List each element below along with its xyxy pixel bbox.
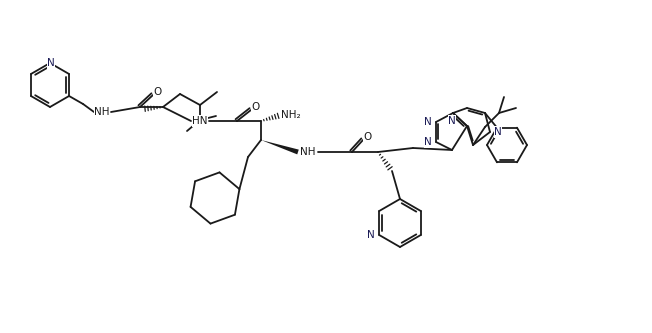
Text: NH₂: NH₂ — [281, 110, 301, 120]
Text: O: O — [364, 132, 372, 142]
Text: N: N — [494, 127, 502, 137]
Text: N: N — [47, 58, 55, 68]
Text: O: O — [252, 102, 260, 112]
Text: N: N — [367, 230, 375, 240]
Polygon shape — [261, 140, 299, 155]
Text: HN: HN — [192, 116, 208, 126]
Text: NH: NH — [301, 147, 316, 157]
Text: NH: NH — [95, 107, 110, 117]
Text: N: N — [448, 116, 456, 126]
Text: O: O — [154, 87, 162, 97]
Text: N: N — [424, 117, 432, 127]
Text: N: N — [424, 137, 432, 147]
